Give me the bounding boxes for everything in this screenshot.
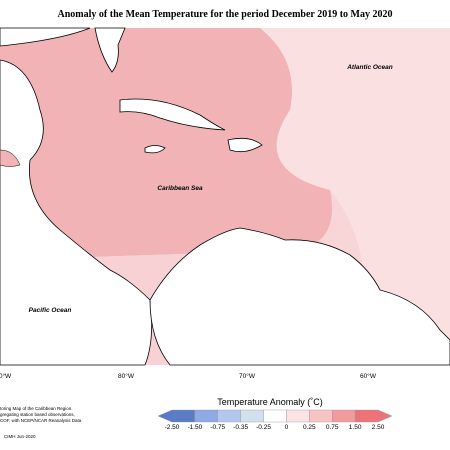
colorbar-swatch (286, 409, 310, 423)
colorbar-tick-label: -0.35 (233, 424, 248, 431)
ocean-label: Atlantic Ocean (346, 64, 393, 71)
map (0, 27, 450, 366)
ocean-label: Caribbean Sea (157, 185, 203, 192)
longitude-label: 60°W (360, 372, 377, 380)
colorbar-tick-label: -1.50 (187, 424, 202, 431)
cuba (119, 98, 226, 131)
colorbar-tick-label: 2.50 (372, 424, 385, 431)
longitude-label: 70°W (239, 372, 256, 380)
title: Anomaly of the Mean Temperature for the … (58, 9, 393, 20)
legend-title: Temperature Anomaly (˚C) (217, 397, 323, 407)
jamaica (144, 145, 166, 154)
hispaniola (227, 137, 263, 153)
note: gregating station based observations, (0, 412, 75, 417)
south-america (149, 227, 450, 366)
colorbar-tick-label: -2.50 (165, 424, 180, 431)
notes: toring Map of the Caribbean Region. greg… (0, 406, 82, 439)
ocean-label: Pacific Ocean (29, 307, 72, 314)
colorbar-swatch (217, 409, 241, 423)
note: CIMH Jun-2020 (4, 434, 36, 439)
colorbar-tick-label: 0 (285, 424, 289, 431)
colorbar-swatch (194, 409, 218, 423)
note: COF, with NCEP/NCAR Reanalysis Data (0, 418, 82, 423)
colorbar-swatch (309, 409, 333, 423)
colorbar-swatch (240, 409, 264, 423)
colorbar-end (354, 409, 393, 423)
yucatan-coast (0, 149, 21, 167)
colorbar-tick-label: 0.75 (326, 424, 339, 431)
colorbar-tick-label: -0.25 (256, 424, 271, 431)
florida (94, 27, 126, 73)
longitude-label: 0°W (0, 372, 12, 380)
colorbar-end (157, 409, 196, 423)
north-america (0, 27, 91, 47)
longitudes: 0°W 80°W 70°W 60°W (0, 372, 377, 380)
colorbar-tick-label: 1.50 (349, 424, 362, 431)
colorbar-tick-label: -0.75 (210, 424, 225, 431)
colorbar-tick-label: 0.25 (303, 424, 316, 431)
warm-area (0, 28, 332, 260)
cool-area (260, 28, 450, 365)
note: toring Map of the Caribbean Region. (0, 406, 73, 411)
colorbar-swatch (332, 409, 356, 423)
colorbar-swatch (263, 409, 287, 423)
longitude-label: 80°W (118, 372, 135, 380)
colorbar: -2.50 -1.50 -0.75 -0.35 -0.25 0 0.25 0.75 1.50 2.… (157, 409, 393, 431)
